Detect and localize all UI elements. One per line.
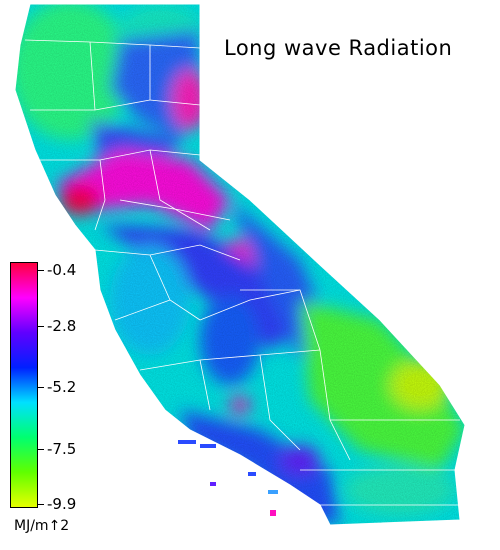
legend-tick-label: -0.4 bbox=[47, 261, 77, 279]
legend-tick-label: -2.8 bbox=[47, 317, 77, 335]
legend-tick-mark bbox=[38, 449, 44, 450]
map-title: Long wave Radiation bbox=[224, 36, 453, 60]
legend-tick-mark bbox=[38, 270, 44, 271]
legend-tick-label: -7.5 bbox=[47, 440, 77, 458]
legend-tick-label: -9.9 bbox=[47, 495, 77, 513]
county-boundaries bbox=[24, 39, 460, 506]
legend-tick-mark bbox=[38, 504, 44, 505]
legend-tick-label: -5.2 bbox=[47, 378, 77, 396]
legend-color-bar bbox=[10, 262, 38, 508]
legend-units: MJ/m↑2 bbox=[14, 518, 70, 534]
channel-islands bbox=[178, 440, 278, 516]
legend-tick-mark bbox=[38, 387, 44, 388]
legend-tick-mark bbox=[38, 326, 44, 327]
